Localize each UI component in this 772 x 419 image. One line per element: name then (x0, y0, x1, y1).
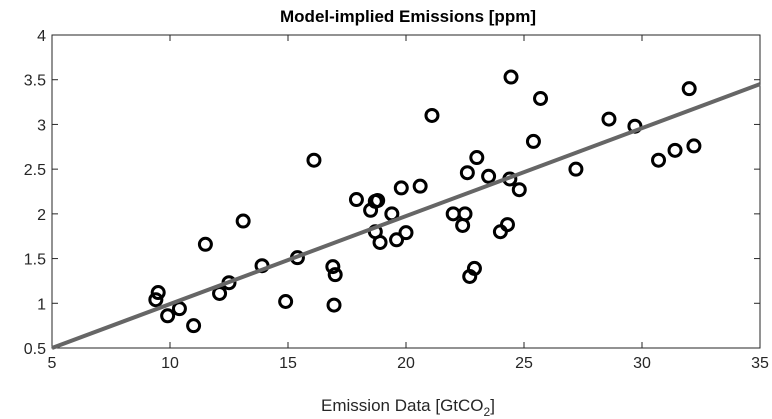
data-point (148, 292, 164, 308)
x-tick-label: 30 (633, 355, 651, 372)
y-tick-label: 3.5 (24, 73, 46, 90)
data-point (424, 107, 440, 123)
y-tick-label: 2 (37, 207, 46, 224)
data-point (499, 217, 515, 233)
data-point (398, 225, 414, 241)
x-axis-label-subscript: 2 (484, 405, 491, 419)
data-point (171, 301, 187, 317)
data-point (457, 206, 473, 222)
data-point (466, 260, 482, 276)
data-point (492, 224, 508, 240)
y-tick-label: 4 (37, 28, 46, 45)
data-point (511, 182, 527, 198)
y-tick-label: 2.5 (24, 162, 46, 179)
fit-line (51, 82, 761, 350)
data-point (412, 178, 428, 194)
data-point (481, 168, 497, 184)
data-point (667, 142, 683, 158)
data-point (568, 161, 584, 177)
data-point (686, 138, 702, 154)
chart-title: Model-implied Emissions [ppm] (280, 7, 536, 26)
data-point (197, 236, 213, 252)
data-point (235, 213, 251, 229)
data-point (681, 81, 697, 97)
data-point (326, 297, 342, 313)
data-point (525, 133, 541, 149)
x-axis-label-suffix: ] (490, 396, 495, 415)
data-point (601, 111, 617, 127)
data-point (160, 308, 176, 324)
data-point (325, 259, 341, 275)
data-point (306, 152, 322, 168)
x-tick-label: 20 (397, 355, 415, 372)
x-tick-label: 5 (48, 355, 57, 372)
data-point (393, 180, 409, 196)
data-point (455, 217, 471, 233)
x-tick-label: 35 (751, 355, 769, 372)
y-tick-label: 1.5 (24, 252, 46, 269)
data-point (327, 267, 343, 283)
data-point (278, 293, 294, 309)
data-point (469, 150, 485, 166)
data-point (389, 232, 405, 248)
data-point (503, 69, 519, 85)
data-point (150, 285, 166, 301)
data-point (372, 234, 388, 250)
data-point (186, 318, 202, 334)
data-point (370, 192, 386, 208)
plot-area: 5 10 15 20 25 30 35 0.5 1 1.5 2 2.5 3 3.5 4 (24, 28, 769, 372)
x-axis-label: Emission Data [GtCO2] (321, 396, 495, 419)
data-point (459, 165, 475, 181)
y-tick-label: 0.5 (24, 341, 46, 358)
x-tick-label: 25 (515, 355, 533, 372)
data-point (445, 206, 461, 222)
x-tick-label: 10 (161, 355, 179, 372)
data-point (651, 152, 667, 168)
x-tick-label: 15 (279, 355, 297, 372)
y-tick-label: 1 (37, 296, 46, 313)
data-point (533, 90, 549, 106)
x-axis-label-main: Emission Data [GtCO (321, 396, 484, 415)
y-tick-label: 3 (37, 117, 46, 134)
data-point (348, 192, 364, 208)
